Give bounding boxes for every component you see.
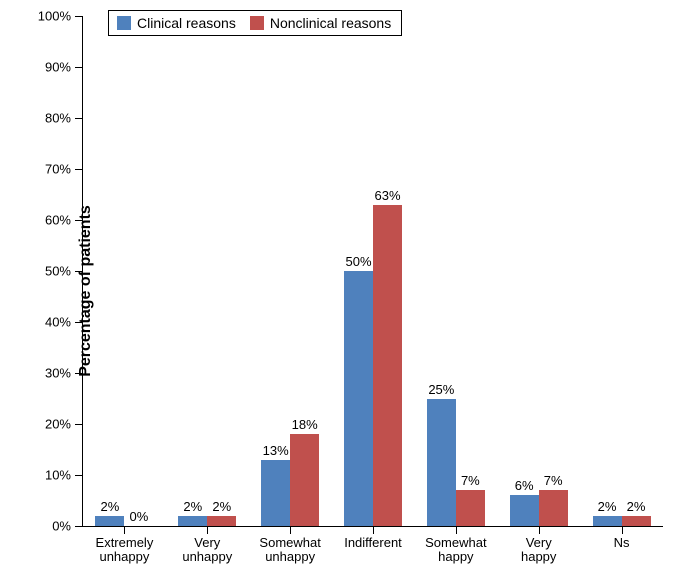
y-tick-label: 80%	[45, 111, 83, 126]
bar: 2%	[178, 516, 207, 526]
y-tick-label: 10%	[45, 468, 83, 483]
bar-value-label: 6%	[515, 478, 534, 495]
bar: 7%	[539, 490, 568, 526]
bar-value-label: 50%	[345, 254, 371, 271]
bar-value-label: 2%	[101, 499, 120, 516]
bar: 18%	[290, 434, 319, 526]
y-tick-label: 40%	[45, 315, 83, 330]
y-tick-label: 50%	[45, 264, 83, 279]
x-tick-label: Extremely unhappy	[96, 526, 154, 565]
x-tick-label: Indifferent	[344, 526, 402, 550]
bar: 25%	[427, 399, 456, 527]
bar-value-label: 7%	[544, 473, 563, 490]
y-tick-label: 30%	[45, 366, 83, 381]
plot-area: 0%10%20%30%40%50%60%70%80%90%100%Extreme…	[82, 16, 663, 527]
x-tick-label: Somewhat unhappy	[259, 526, 320, 565]
bar-value-label: 25%	[428, 382, 454, 399]
y-tick-label: 100%	[38, 9, 83, 24]
bar-value-label: 0%	[130, 509, 149, 526]
bar: 2%	[95, 516, 124, 526]
bar-value-label: 2%	[212, 499, 231, 516]
bar: 13%	[261, 460, 290, 526]
x-tick-label: Somewhat happy	[425, 526, 486, 565]
y-tick-label: 20%	[45, 417, 83, 432]
y-tick-label: 70%	[45, 162, 83, 177]
bar-value-label: 2%	[627, 499, 646, 516]
bar: 63%	[373, 205, 402, 526]
bar-value-label: 7%	[461, 473, 480, 490]
bar-value-label: 2%	[598, 499, 617, 516]
chart-container: Clinical reasonsNonclinical reasons Perc…	[0, 0, 683, 582]
bar: 2%	[622, 516, 651, 526]
bar-value-label: 63%	[374, 188, 400, 205]
x-tick-label: Very happy	[521, 526, 556, 565]
bar: 6%	[510, 495, 539, 526]
x-tick-label: Ns	[614, 526, 630, 550]
bar: 50%	[344, 271, 373, 526]
y-tick-label: 60%	[45, 213, 83, 228]
bar: 2%	[593, 516, 622, 526]
bar: 2%	[207, 516, 236, 526]
y-tick-label: 0%	[52, 519, 83, 534]
bar: 7%	[456, 490, 485, 526]
y-tick-label: 90%	[45, 60, 83, 75]
bar-value-label: 13%	[263, 443, 289, 460]
bar-value-label: 18%	[292, 417, 318, 434]
bar-value-label: 2%	[183, 499, 202, 516]
x-tick-label: Very unhappy	[182, 526, 232, 565]
